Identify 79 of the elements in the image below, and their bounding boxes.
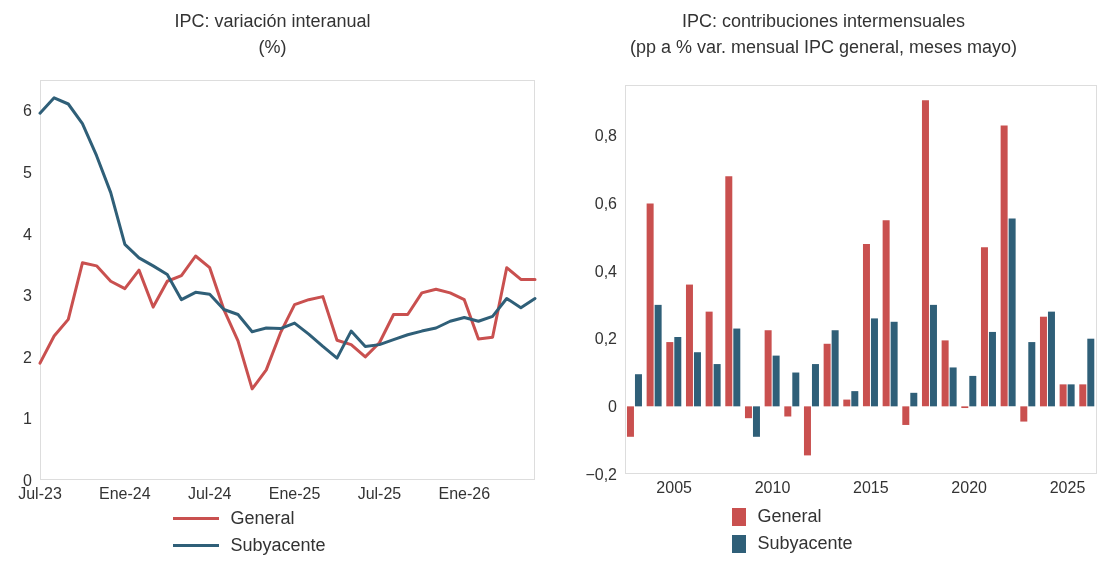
bar bbox=[1079, 384, 1087, 407]
bar bbox=[634, 374, 642, 407]
y-tick-label: 5 bbox=[23, 163, 33, 181]
bar bbox=[1008, 218, 1016, 407]
x-tick-label: Ene-26 bbox=[438, 485, 491, 503]
y-tick-label: 6 bbox=[23, 102, 33, 120]
bar bbox=[1047, 311, 1055, 407]
bar bbox=[685, 284, 693, 407]
bar bbox=[733, 328, 741, 407]
chart-title: IPC: variación interanual bbox=[173, 10, 372, 33]
bar bbox=[1039, 316, 1047, 407]
legend-label: Subyacente bbox=[230, 535, 326, 556]
bar bbox=[1020, 406, 1028, 422]
legend-label: General bbox=[230, 508, 295, 529]
bar bbox=[1059, 384, 1067, 407]
bar bbox=[725, 176, 733, 407]
bar bbox=[626, 406, 634, 437]
bar bbox=[902, 406, 910, 425]
line-series bbox=[38, 254, 537, 391]
bar bbox=[811, 364, 819, 407]
legend-label: Subyacente bbox=[757, 533, 853, 554]
bar bbox=[870, 318, 878, 407]
bar bbox=[1000, 125, 1008, 407]
chart-subtitle: (%) bbox=[257, 36, 288, 59]
y-tick-label: 2 bbox=[23, 348, 33, 366]
bar bbox=[929, 304, 937, 407]
chart-subtitle: (pp a % var. mensual IPC general, meses mayo) bbox=[628, 36, 1019, 59]
bar bbox=[772, 355, 780, 407]
y-tick-label: −0,2 bbox=[585, 465, 618, 483]
x-tick-label: Ene-24 bbox=[99, 485, 151, 503]
y-tick-label: 0,8 bbox=[594, 127, 618, 145]
line-series bbox=[38, 96, 537, 360]
x-tick-label: Ene-25 bbox=[268, 485, 321, 503]
bar bbox=[1028, 342, 1036, 407]
bar bbox=[969, 375, 977, 407]
x-tick-label: 2020 bbox=[951, 479, 988, 497]
y-tick-label: 1 bbox=[23, 410, 33, 428]
bar bbox=[674, 337, 682, 407]
bar bbox=[693, 352, 701, 407]
bar bbox=[1067, 384, 1075, 407]
y-tick-label: 0,6 bbox=[594, 195, 618, 213]
bar bbox=[764, 330, 772, 407]
y-tick-label: 4 bbox=[23, 225, 33, 243]
bar bbox=[862, 243, 870, 407]
bar bbox=[792, 372, 800, 407]
bar bbox=[713, 364, 721, 407]
bar bbox=[988, 331, 996, 407]
legend-label: General bbox=[757, 506, 822, 527]
y-tick-label: 0 bbox=[608, 398, 618, 416]
bar bbox=[890, 321, 898, 407]
x-tick-label: Jul-24 bbox=[187, 485, 232, 503]
bar bbox=[980, 247, 988, 407]
bar bbox=[921, 100, 929, 407]
bar bbox=[831, 330, 839, 407]
x-tick-label: 2005 bbox=[656, 479, 693, 497]
bar bbox=[744, 406, 752, 419]
bar bbox=[646, 203, 654, 407]
x-tick-label: 2015 bbox=[853, 479, 889, 497]
bar bbox=[1087, 338, 1095, 407]
bar bbox=[705, 311, 713, 407]
x-tick-label: Jul-23 bbox=[18, 485, 62, 503]
x-tick-label: 2025 bbox=[1049, 479, 1086, 497]
y-tick-label: 3 bbox=[23, 287, 33, 305]
bar bbox=[882, 220, 890, 407]
bar bbox=[941, 340, 949, 407]
bar bbox=[784, 406, 792, 417]
bar bbox=[910, 392, 918, 407]
y-tick-label: 0,4 bbox=[594, 262, 618, 280]
bar bbox=[666, 342, 674, 407]
chart-title: IPC: contribuciones intermensuales bbox=[680, 10, 967, 33]
bar bbox=[803, 406, 811, 456]
bar bbox=[949, 367, 957, 407]
x-tick-label: Jul-25 bbox=[357, 485, 402, 503]
bar bbox=[851, 391, 859, 407]
bar bbox=[654, 304, 662, 407]
x-tick-label: 2010 bbox=[754, 479, 791, 497]
y-tick-label: 0,2 bbox=[594, 330, 618, 348]
bar bbox=[752, 406, 760, 437]
bar bbox=[823, 343, 831, 407]
